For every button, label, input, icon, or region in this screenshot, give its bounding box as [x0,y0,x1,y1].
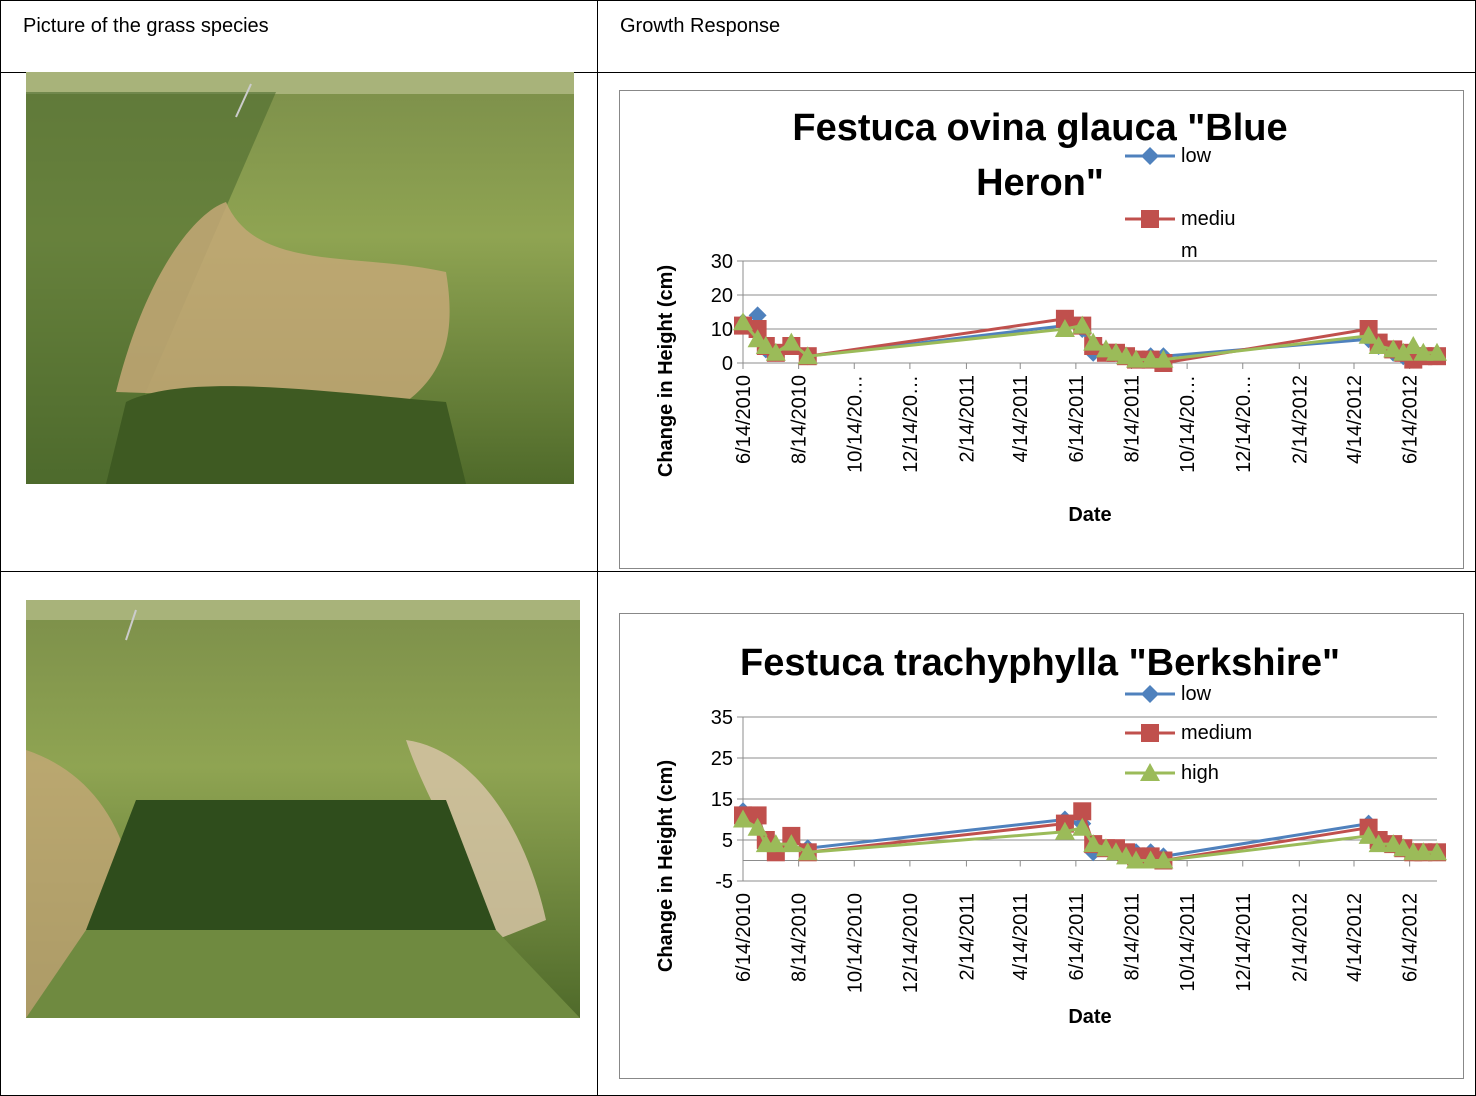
x-tick-label: 4/14/2012 [1344,893,1366,982]
grass-photo [26,72,574,484]
x-tick-label: 10/14/20… [1177,375,1199,473]
x-tick-label: 8/14/2010 [789,893,811,982]
plot: -5 5 15 25 35 6/14/2010 8/14/2010 10/14/2010 12/… [655,685,1447,1028]
chart: -5 5 15 25 35 6/14/2010 8/14/2010 10/14/2010 12/… [619,613,1464,1079]
data-point [1126,850,1147,869]
x-tick-label: 10/14/20… [844,375,866,473]
data-point [1072,817,1093,836]
data-point [1427,342,1447,361]
data-point [1413,342,1434,361]
x-tick-label: 12/14/2011 [1233,893,1255,992]
plot: 0 10 20 30 6/14/2010 8/14/2010 10/14/20… 12/14/… [655,147,1447,526]
x-tick-label: 6/14/2010 [733,893,755,982]
legend-label: medium [1181,722,1253,744]
x-tick-label: 12/14/2010 [900,893,922,993]
data-point [1393,342,1414,361]
data-point [797,346,818,365]
data-point [748,806,767,825]
data-point [1358,825,1379,844]
data-point [747,817,768,836]
data-point [1140,850,1161,869]
y-tick-label: 0 [722,353,733,375]
data-point [1153,349,1174,368]
data-point [1368,834,1389,853]
x-tick-label: 10/14/2010 [844,893,866,993]
data-point [765,834,786,853]
y-tick-label: 30 [711,251,733,273]
x-tick-label: 2/14/2012 [1289,893,1311,982]
y-tick-label: 10 [711,319,733,341]
x-axis-title: Date [1068,1006,1111,1028]
x-tick-label: 4/14/2011 [1010,893,1032,981]
x-tick-label: 4/14/2011 [1010,375,1032,463]
header-text: Growth Response [620,15,781,37]
y-tick-label: 25 [711,748,733,770]
x-tick-label: 6/14/2010 [733,375,755,464]
x-tick-label: 6/14/2011 [1066,375,1088,463]
legend-marker [1141,210,1159,228]
y-axis-title: Change in Height (cm) [655,265,677,477]
data-point [1140,349,1161,368]
x-tick-label: 10/14/2011 [1177,893,1199,992]
grass-photo [26,600,580,1018]
data-point [1054,821,1075,840]
data-point [1055,309,1074,328]
data-point [1413,842,1434,861]
x-tick-label: 12/14/20… [900,375,922,473]
data-point [1072,315,1093,334]
legend-label: medium [1181,208,1236,262]
data-point [1083,332,1104,351]
y-axis-title: Change in Height (cm) [655,760,677,972]
data-point [1403,336,1424,354]
x-tick-label: 12/14/20… [1233,375,1255,473]
y-tick-label: 5 [722,830,733,852]
data-point [1083,834,1104,853]
data-point [1073,802,1092,821]
legend-marker [1141,147,1159,165]
y-tick-label: 35 [711,707,733,729]
y-tick-label: 15 [711,789,733,811]
header-text: Picture of the grass species [23,15,269,37]
x-tick-label: 4/14/2012 [1344,375,1366,464]
data-point [1368,336,1389,354]
header-cell: Growth Response [597,0,1476,73]
x-tick-label: 2/14/2011 [956,893,978,981]
legend-label: high [1181,762,1219,784]
x-tick-label: 2/14/2012 [1289,375,1311,464]
data-point [733,312,753,331]
legend-label: low [1181,683,1212,705]
header-cell: Picture of the grass species [0,0,598,73]
legend-marker [1141,724,1159,742]
x-tick-label: 8/14/2011 [1121,893,1143,981]
data-point [1427,842,1447,861]
legend-marker [1140,763,1160,781]
y-tick-label: 20 [711,285,733,307]
data-point [781,332,802,351]
x-tick-label: 6/14/2011 [1066,893,1088,981]
x-tick-label: 8/14/2011 [1121,375,1143,463]
data-point [1358,325,1379,344]
data-point [1054,319,1075,337]
data-point [1153,850,1174,869]
legend-marker [1141,685,1159,703]
data-point [755,336,776,354]
x-tick-label: 6/14/2012 [1400,893,1422,982]
data-point [765,342,786,361]
data-point [781,834,802,853]
x-axis-title: Date [1068,504,1111,526]
data-point [748,306,767,325]
data-point [797,842,818,861]
chart-title: Festuca ovina glauca "Blue Heron" [792,107,1288,204]
x-tick-label: 6/14/2012 [1400,375,1422,464]
legend-label: low [1181,145,1212,167]
x-tick-label: 8/14/2010 [789,375,811,464]
chart-title: Festuca trachyphylla "Berkshire" [740,642,1340,684]
data-point [733,809,753,828]
data-point [1126,349,1147,368]
x-tick-label: 2/14/2011 [956,375,978,463]
y-tick-label: -5 [715,871,733,893]
chart: 0 10 20 30 6/14/2010 8/14/2010 10/14/20… 12/14/… [619,90,1464,569]
